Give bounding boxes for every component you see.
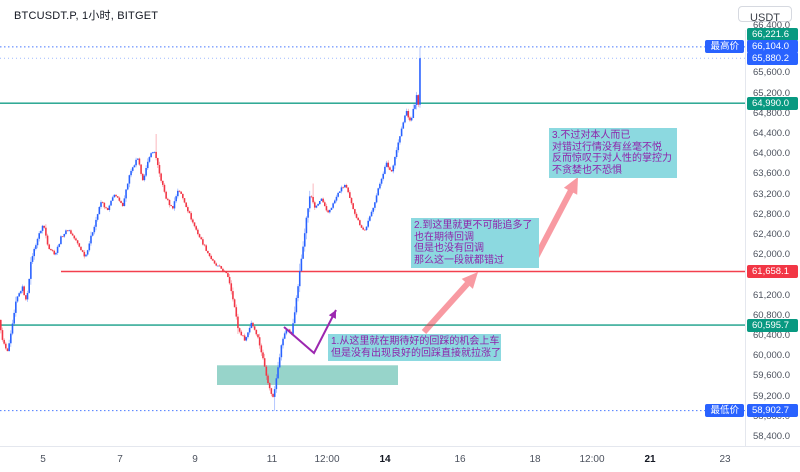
note-line: 也在期待回调 [414,231,474,243]
price-tick: 60,000.0 [753,350,790,362]
price-tick: 62,800.0 [753,208,790,220]
price-tick: 64,800.0 [753,107,790,119]
price-tick: 61,200.0 [753,289,790,301]
note-3[interactable]: 3.不过对本人而已 对错过行情没有丝毫不悦 反而惊叹于对人性的掌控力 不贪婪也不恐惧 [549,128,677,178]
note-2[interactable]: 2.到这里就更不可能追多了 也在期待回调 但是也没有回调 那么这一段就都错过 [411,218,539,268]
note-line: 反而惊叹于对人性的掌控力 [552,153,672,164]
time-tick: 23 [719,454,731,465]
price-badge-last-price: 65,880.2 [747,51,798,65]
price-tick: 60,800.0 [753,309,790,321]
note-line: 但是没有出现良好的回踩直接就拉涨了 [331,347,501,359]
pink-arrow-1[interactable] [421,272,478,335]
candlestick-chart[interactable] [0,0,745,446]
price-badge-level-64990: 64,990.0 [747,96,798,110]
demand-zone[interactable] [217,365,398,385]
price-tick: 62,000.0 [753,249,790,261]
note-line: 2.到这里就更不可能追多了 [414,220,533,231]
time-tick: 21 [644,454,656,465]
note-line: 那么这一段就都错过 [414,254,504,266]
time-axis[interactable]: 5 7 9 11 12:00 14 16 18 12:00 21 23 [0,446,800,472]
purple-zigzag-arrow[interactable] [283,309,337,355]
price-tick: 62,400.0 [753,229,790,240]
time-tick: 7 [117,454,123,465]
note-1[interactable]: 1.从这里就在期待好的回踩的机会上车 但是没有出现良好的回踩直接就拉涨了 [328,334,501,361]
price-tick: 65,600.0 [753,67,790,79]
price-badge-alert-high: 66,221.6 [747,27,798,41]
price-tick: 59,200.0 [753,390,790,402]
price-badge-level-60595: 60,595.7 [747,318,798,332]
candles[interactable] [0,46,421,411]
price-tick: 59,600.0 [753,370,790,382]
price-tick: 65,200.0 [753,87,790,99]
lowest-price-tag: 最低价 [705,404,744,418]
symbol-title[interactable]: BTCUSDT.P, 1小时, BITGET [14,10,159,22]
time-tick: 12:00 [314,454,340,465]
price-tick: 64,000.0 [753,148,790,160]
price-tick: 64,400.0 [753,128,790,139]
note-line: 1.从这里就在期待好的回踩的机会上车 [331,336,500,347]
time-tick: 9 [192,454,198,465]
time-tick: 18 [529,454,541,465]
price-tick: 58,400.0 [753,431,790,443]
time-tick: 16 [454,454,466,465]
price-tick: 60,400.0 [753,330,790,342]
note-line: 但是也没有回调 [414,243,484,254]
currency-toggle-button[interactable]: USDT [738,6,792,24]
price-tick: 63,200.0 [753,188,790,200]
price-badge-lowest: 58,902.7 [747,404,798,418]
time-tick: 14 [379,454,391,465]
highest-price-tag: 最高价 [705,40,744,54]
time-tick: 12:00 [579,454,605,465]
price-tick: 66,400.0 [753,20,790,31]
price-tick: 63,600.0 [753,168,790,180]
pink-arrow-2[interactable] [530,177,578,265]
note-line: 不贪婪也不恐惧 [552,164,622,176]
price-badge-level-61658: 61,658.1 [747,264,798,278]
time-tick: 11 [266,454,278,465]
price-axis[interactable]: 66,400.0 65,600.0 65,200.0 64,800.0 64,400.0… [745,20,800,446]
time-tick: 5 [40,454,46,465]
note-line: 对错过行情没有丝毫不悦 [552,141,662,153]
note-line: 3.不过对本人而已 [552,130,631,141]
price-badge-highest: 66,104.0 [747,40,798,54]
